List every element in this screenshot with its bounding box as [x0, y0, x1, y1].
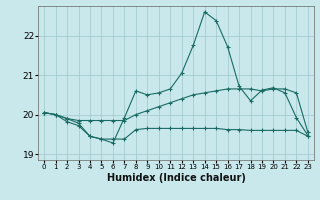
X-axis label: Humidex (Indice chaleur): Humidex (Indice chaleur)	[107, 173, 245, 183]
